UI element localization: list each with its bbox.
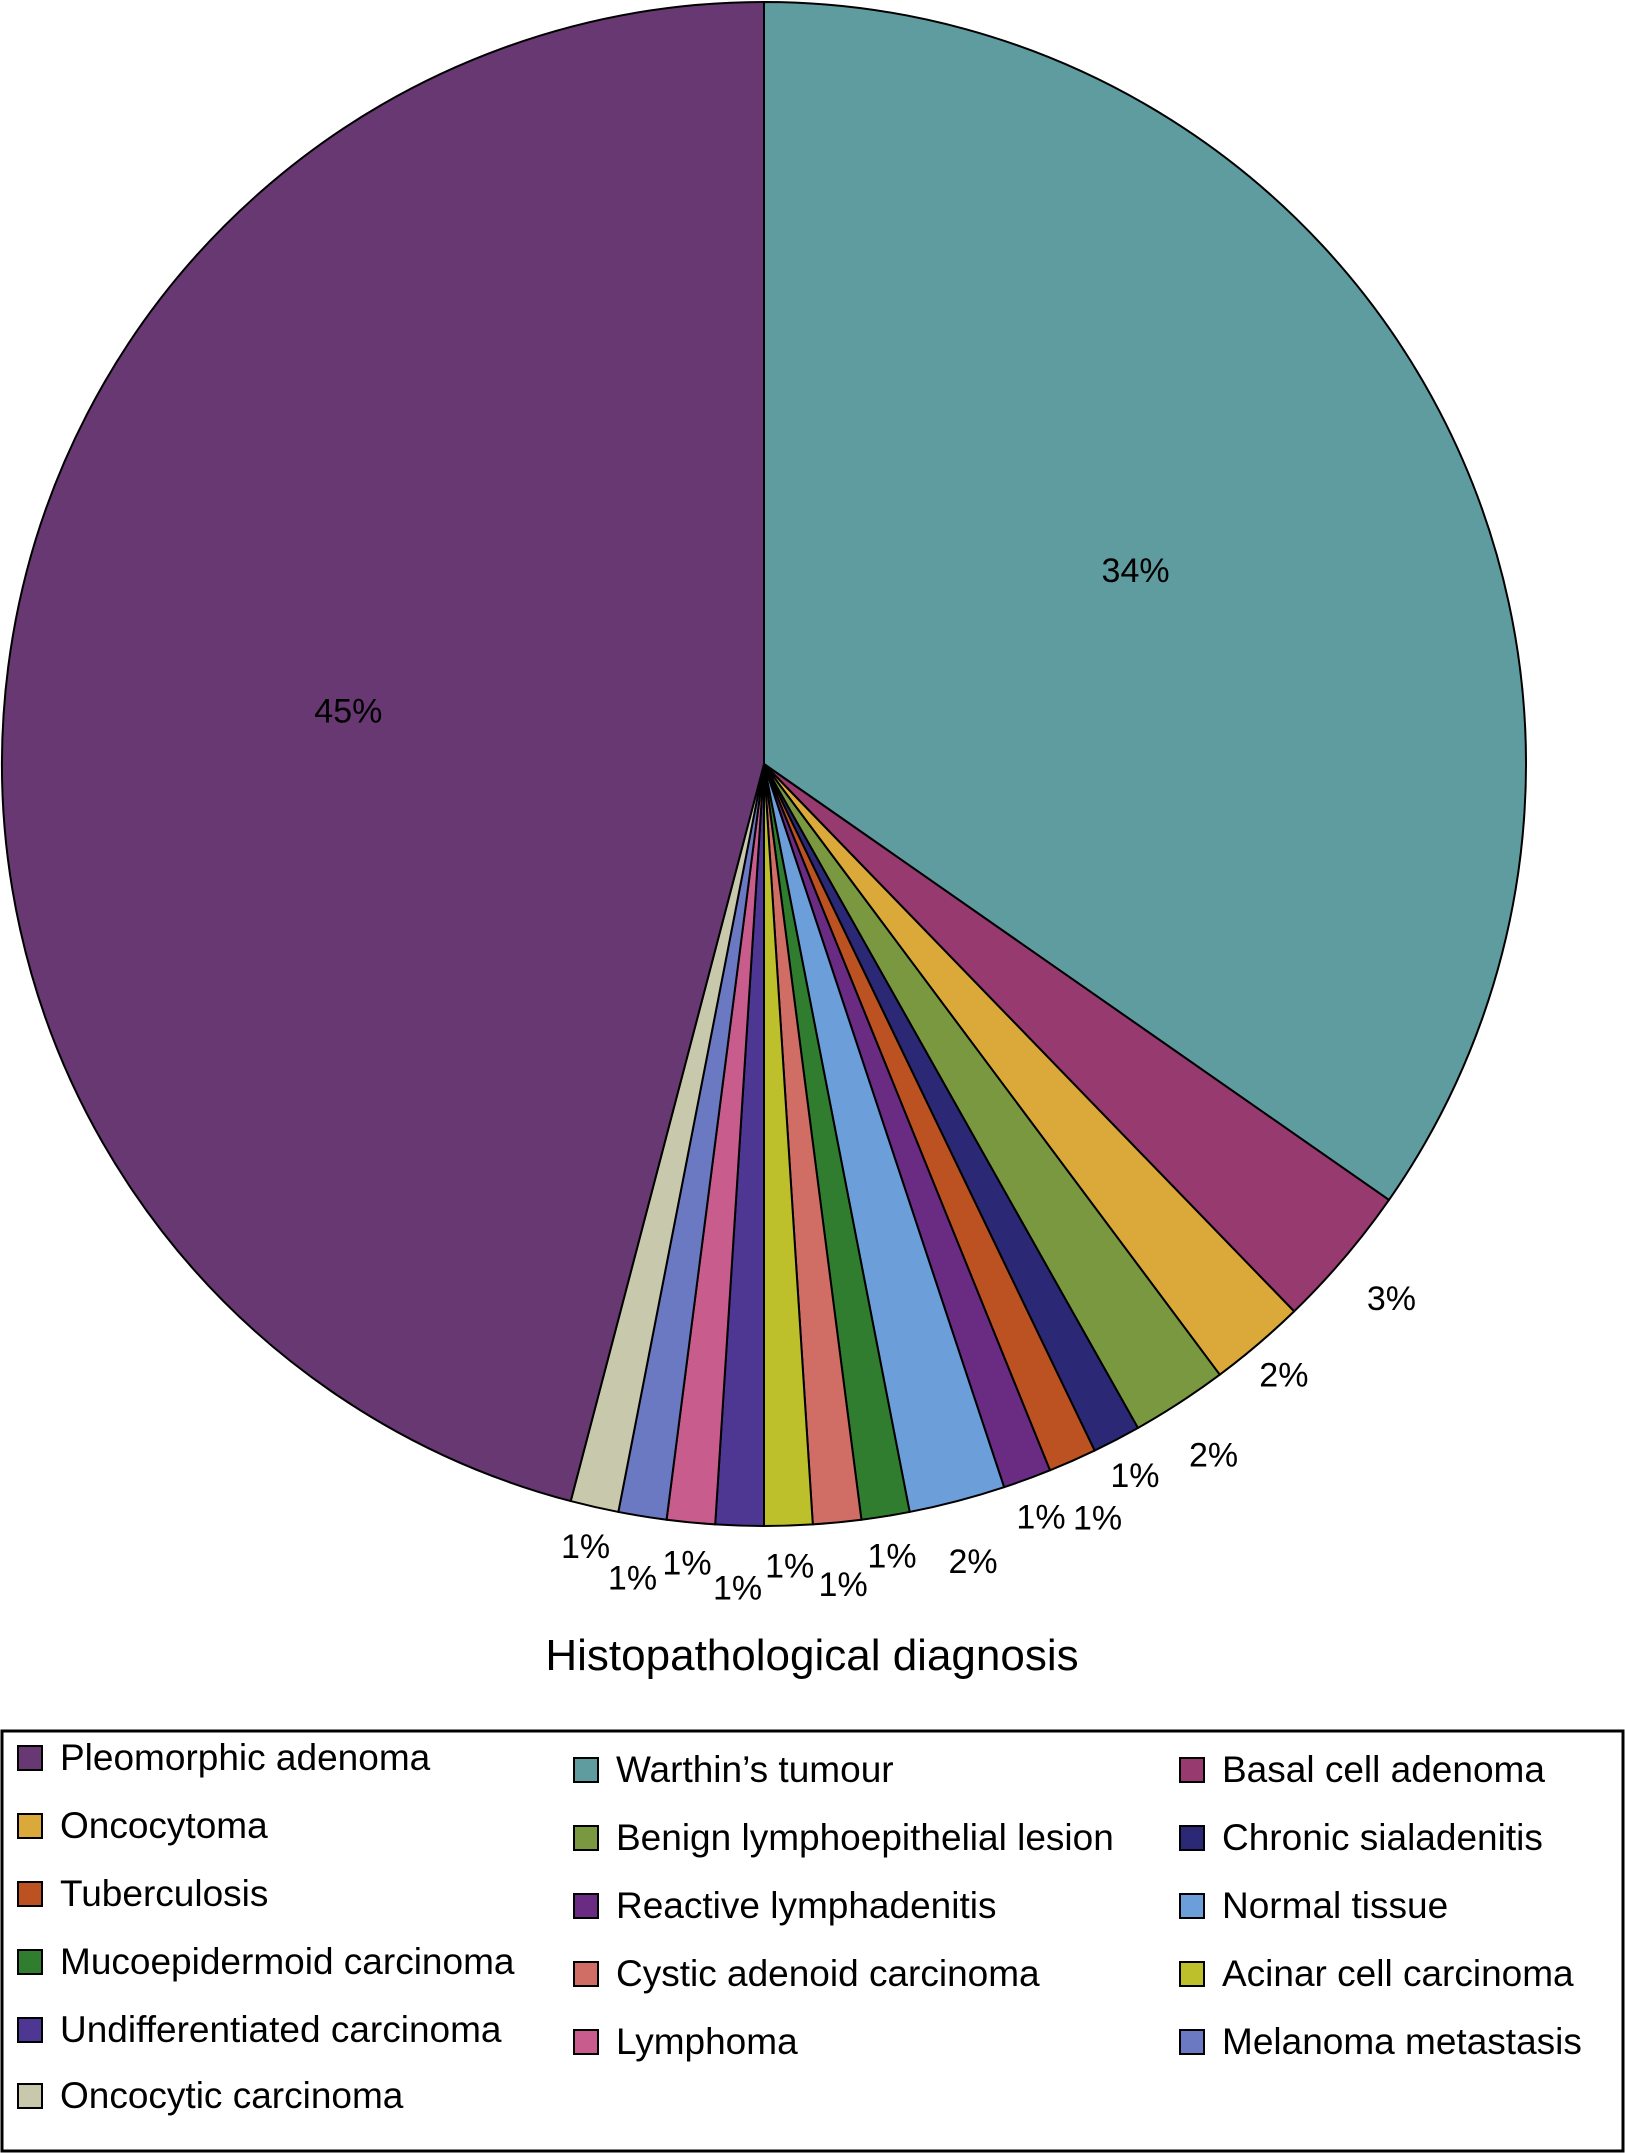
pie-label-undifferentiated-carcinoma: 1%	[713, 1570, 762, 1608]
legend-item-basal-cell-adenoma: Basal cell adenoma	[1179, 1749, 1545, 1790]
legend-label: Benign lymphoepithelial lesion	[616, 1817, 1114, 1858]
legend-label: Pleomorphic adenoma	[60, 1737, 431, 1778]
legend-label: Melanoma metastasis	[1222, 2021, 1582, 2062]
legend-swatch	[1179, 1757, 1205, 1783]
legend-item-chronic-sialadenitis: Chronic sialadenitis	[1179, 1817, 1543, 1858]
legend-swatch	[573, 1825, 599, 1851]
legend-swatch	[1179, 1961, 1205, 1987]
pie-label-normal-tissue: 2%	[948, 1543, 997, 1581]
pie-label-mucoepidermoid-carcinoma: 1%	[867, 1538, 916, 1576]
pie-label-chronic-sialadenitis: 1%	[1110, 1457, 1159, 1495]
legend-swatch	[573, 1893, 599, 1919]
legend-swatch	[17, 1745, 43, 1771]
legend-swatch	[573, 1757, 599, 1783]
legend-label: Mucoepidermoid carcinoma	[60, 1941, 515, 1982]
legend-item-warthin-s-tumour: Warthin’s tumour	[573, 1749, 894, 1790]
legend-item-mucoepidermoid-carcinoma: Mucoepidermoid carcinoma	[17, 1941, 515, 1982]
legend-item-reactive-lymphadenitis: Reactive lymphadenitis	[573, 1885, 996, 1926]
pie-label-acinar-cell-carcinoma: 1%	[765, 1548, 814, 1586]
legend-item-oncocytoma: Oncocytoma	[17, 1805, 268, 1846]
legend-item-acinar-cell-carcinoma: Acinar cell carcinoma	[1179, 1953, 1574, 1994]
legend-item-oncocytic-carcinoma: Oncocytic carcinoma	[17, 2075, 404, 2116]
legend-swatch	[17, 1881, 43, 1907]
pie-label-pleomorphic-adenoma: 45%	[314, 692, 382, 730]
legend-label: Tuberculosis	[60, 1873, 268, 1914]
pie-label-melanoma-metastasis: 1%	[608, 1559, 657, 1597]
legend-item-cystic-adenoid-carcinoma: Cystic adenoid carcinoma	[573, 1953, 1040, 1994]
legend-label: Cystic adenoid carcinoma	[616, 1953, 1040, 1994]
legend-label: Oncocytoma	[60, 1805, 268, 1846]
legend-swatch	[17, 2083, 43, 2109]
legend-item-benign-lymphoepithelial-lesion: Benign lymphoepithelial lesion	[573, 1817, 1114, 1858]
legend-swatch	[573, 2029, 599, 2055]
legend-label: Oncocytic carcinoma	[60, 2075, 404, 2116]
legend-swatch	[17, 1813, 43, 1839]
pie-label-reactive-lymphadenitis: 1%	[1016, 1499, 1065, 1537]
legend-swatch	[1179, 1893, 1205, 1919]
pie-slice-pleomorphic-adenoma	[1, 1, 765, 1503]
legend-item-melanoma-metastasis: Melanoma metastasis	[1179, 2021, 1582, 2062]
legend-box	[0, 1729, 1625, 2153]
pie-slice-labels: 34%3%2%2%1%1%1%2%1%1%1%1%1%1%1%45%	[314, 552, 1416, 1607]
pie-slices	[1, 1, 1527, 1527]
legend-item-tuberculosis: Tuberculosis	[17, 1873, 268, 1914]
legend-swatch	[573, 1961, 599, 1987]
legend-label: Basal cell adenoma	[1222, 1749, 1545, 1790]
legend-swatch	[1179, 2029, 1205, 2055]
legend-label: Acinar cell carcinoma	[1222, 1953, 1574, 1994]
legend-swatch	[17, 1949, 43, 1975]
legend-item-normal-tissue: Normal tissue	[1179, 1885, 1448, 1926]
pie-label-warthin-s-tumour: 34%	[1102, 552, 1170, 590]
legend-label: Chronic sialadenitis	[1222, 1817, 1543, 1858]
legend-label: Warthin’s tumour	[616, 1749, 894, 1790]
pie-label-cystic-adenoid-carcinoma: 1%	[819, 1566, 868, 1604]
legend-item-pleomorphic-adenoma: Pleomorphic adenoma	[17, 1737, 431, 1778]
pie-label-lymphoma: 1%	[662, 1544, 711, 1582]
legend-label: Lymphoma	[616, 2021, 798, 2062]
legend-swatch	[1179, 1825, 1205, 1851]
pie-label-tuberculosis: 1%	[1073, 1499, 1122, 1537]
pie-label-basal-cell-adenoma: 3%	[1367, 1280, 1416, 1318]
legend-swatch	[17, 2017, 43, 2043]
pie-label-oncocytic-carcinoma: 1%	[561, 1528, 610, 1566]
pie-label-oncocytoma: 2%	[1259, 1357, 1308, 1395]
pie-slice-warthin-s-tumour	[763, 1, 1527, 1201]
legend-label: Reactive lymphadenitis	[616, 1885, 996, 1926]
legend-item-lymphoma: Lymphoma	[573, 2021, 798, 2062]
pie-label-benign-lymphoepithelial-lesion: 2%	[1189, 1437, 1238, 1475]
legend-label: Undifferentiated carcinoma	[60, 2009, 502, 2050]
legend-item-undifferentiated-carcinoma: Undifferentiated carcinoma	[17, 2009, 502, 2050]
legend-label: Normal tissue	[1222, 1885, 1448, 1926]
legend: Pleomorphic adenoma Oncocytoma Tuberculosi…	[17, 1737, 1582, 2116]
chart-title: Histopathological diagnosis	[545, 1631, 1078, 1680]
